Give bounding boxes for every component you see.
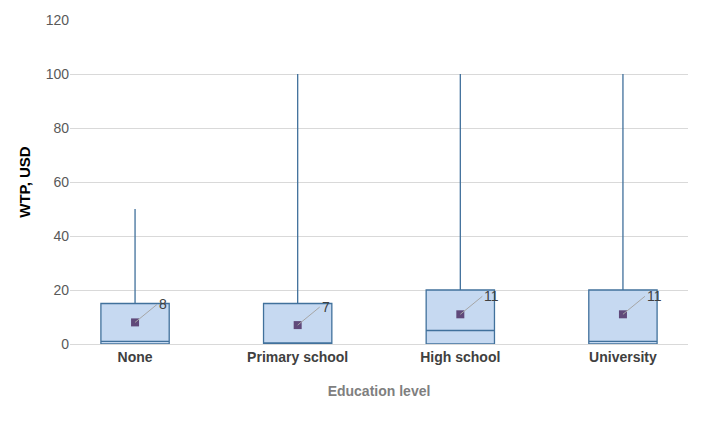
svg-text:University: University (589, 349, 657, 365)
svg-text:80: 80 (53, 120, 69, 136)
svg-text:100: 100 (46, 66, 70, 82)
svg-text:11: 11 (484, 288, 499, 304)
svg-text:None: None (118, 349, 153, 365)
svg-text:40: 40 (53, 228, 69, 244)
svg-text:WTP, USD: WTP, USD (16, 146, 33, 218)
svg-text:120: 120 (46, 12, 70, 28)
svg-text:7: 7 (322, 299, 330, 315)
svg-text:60: 60 (53, 174, 69, 190)
svg-text:High school: High school (420, 349, 500, 365)
svg-text:20: 20 (53, 282, 69, 298)
svg-text:Education level: Education level (328, 383, 431, 399)
svg-text:8: 8 (159, 296, 167, 312)
svg-text:Primary school: Primary school (247, 349, 348, 365)
svg-text:0: 0 (61, 336, 69, 352)
svg-text:11: 11 (647, 288, 662, 304)
